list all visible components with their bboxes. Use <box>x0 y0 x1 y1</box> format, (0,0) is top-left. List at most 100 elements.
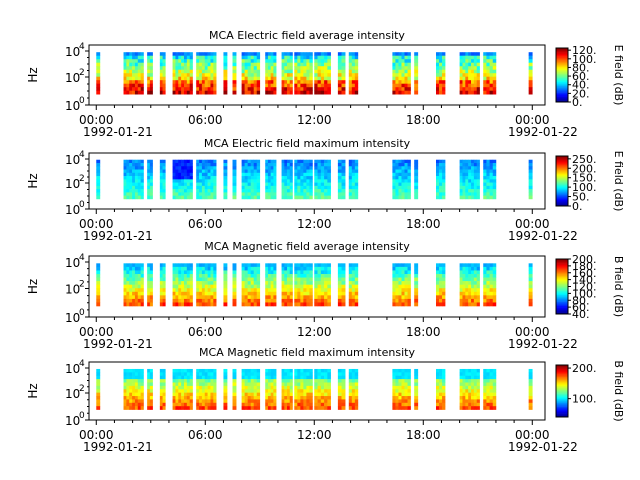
heatmap-cell <box>303 182 307 187</box>
heatmap-cell <box>250 76 255 81</box>
heatmap-cell <box>287 402 291 407</box>
heatmap-cell <box>317 379 322 383</box>
heatmap-cell <box>392 389 396 393</box>
heatmap-cell <box>232 189 237 193</box>
heatmap-cell <box>320 55 325 60</box>
heatmap-cell <box>267 59 271 63</box>
heatmap-cell <box>486 266 490 271</box>
heatmap-cell <box>281 284 285 289</box>
heatmap-cell <box>213 368 217 373</box>
colorbar-swatch <box>556 172 568 174</box>
heatmap-cell <box>473 277 478 282</box>
heatmap-cell <box>267 73 271 77</box>
heatmap-cell <box>337 73 342 77</box>
heatmap-cell <box>134 263 139 268</box>
heatmap-cell <box>414 266 419 271</box>
heatmap-cell <box>303 298 307 303</box>
heatmap-cell <box>250 406 255 410</box>
heatmap-cell <box>129 263 133 268</box>
heatmap-cell <box>134 270 139 275</box>
heatmap-cell <box>392 52 396 56</box>
heatmap-cell <box>223 182 228 187</box>
heatmap-cell <box>129 83 133 88</box>
heatmap-cell <box>492 375 497 380</box>
heatmap-cell <box>267 62 271 67</box>
heatmap-cell <box>442 176 446 180</box>
heatmap-cell <box>297 176 301 180</box>
heatmap-cell <box>270 59 274 63</box>
heatmap-cell <box>462 277 466 282</box>
colorbar-frame <box>555 155 569 207</box>
heatmap-cell <box>267 55 271 60</box>
heatmap-cell <box>183 90 188 95</box>
heatmap-cell <box>324 176 328 180</box>
colorbar-swatch <box>556 162 568 164</box>
heatmap-cell <box>175 298 179 303</box>
heatmap-cell <box>265 392 269 397</box>
heatmap-cell <box>287 73 291 77</box>
heatmap-cell <box>459 291 463 296</box>
heatmap-cell <box>126 302 130 307</box>
heatmap-cell <box>337 80 342 84</box>
heatmap-cell <box>134 179 139 183</box>
heatmap-cell <box>320 399 325 404</box>
heatmap-cell <box>354 182 359 187</box>
heatmap-cell <box>309 172 313 177</box>
heatmap-cell <box>284 281 288 285</box>
heatmap-cell <box>297 392 301 397</box>
heatmap-cell <box>314 62 318 67</box>
heatmap-cell <box>232 302 237 307</box>
heatmap-cell <box>210 87 214 91</box>
heatmap-cell <box>462 406 466 410</box>
colorbar-swatch <box>556 275 568 278</box>
heatmap-cell <box>468 266 472 271</box>
heatmap-cell <box>294 392 298 397</box>
heatmap-cell <box>273 185 277 190</box>
heatmap-cell <box>473 284 478 289</box>
heatmap-cell <box>483 298 487 303</box>
heatmap-cell <box>204 284 208 289</box>
heatmap-cell <box>287 399 291 404</box>
heatmap-cell <box>289 402 293 407</box>
heatmap-cell <box>207 396 211 400</box>
heatmap-cell <box>341 399 346 404</box>
heatmap-cell <box>175 189 179 193</box>
heatmap-cell <box>320 274 325 278</box>
heatmap-cell <box>178 55 182 60</box>
heatmap-cell <box>483 375 487 380</box>
heatmap-cell <box>414 176 419 180</box>
heatmap-cell <box>354 90 359 95</box>
heatmap-cell <box>250 73 255 77</box>
heatmap-cell <box>483 372 487 377</box>
heatmap-cell <box>300 182 304 187</box>
heatmap-cell <box>289 90 293 95</box>
heatmap-cell <box>149 406 153 410</box>
heatmap-cell <box>256 69 261 74</box>
heatmap-cell <box>213 55 217 60</box>
heatmap-cell <box>404 281 408 285</box>
heatmap-cell <box>96 396 101 400</box>
heatmap-cell <box>476 291 480 296</box>
heatmap-cell <box>207 399 211 404</box>
heatmap-cell <box>210 166 214 170</box>
heatmap-cell <box>186 277 190 282</box>
heatmap-cell <box>465 52 469 56</box>
heatmap-cell <box>314 372 318 377</box>
heatmap-cell <box>284 302 288 307</box>
heatmap-cell <box>281 385 285 390</box>
heatmap-cell <box>436 392 440 397</box>
heatmap-cell <box>123 90 127 95</box>
heatmap-cell <box>314 176 318 180</box>
heatmap-cell <box>189 281 193 285</box>
heatmap-cell <box>327 55 331 60</box>
heatmap-cell <box>492 385 497 390</box>
panel-1: MCA Electric field average intensity1001… <box>26 29 625 139</box>
heatmap-cell <box>241 179 245 183</box>
heatmap-cell <box>303 291 307 296</box>
heatmap-cell <box>253 382 258 387</box>
heatmap-cell <box>398 192 402 196</box>
heatmap-cell <box>486 162 490 167</box>
y-tick-label: 10 <box>65 71 80 85</box>
heatmap-cell <box>465 182 469 187</box>
heatmap-cell <box>159 375 163 380</box>
